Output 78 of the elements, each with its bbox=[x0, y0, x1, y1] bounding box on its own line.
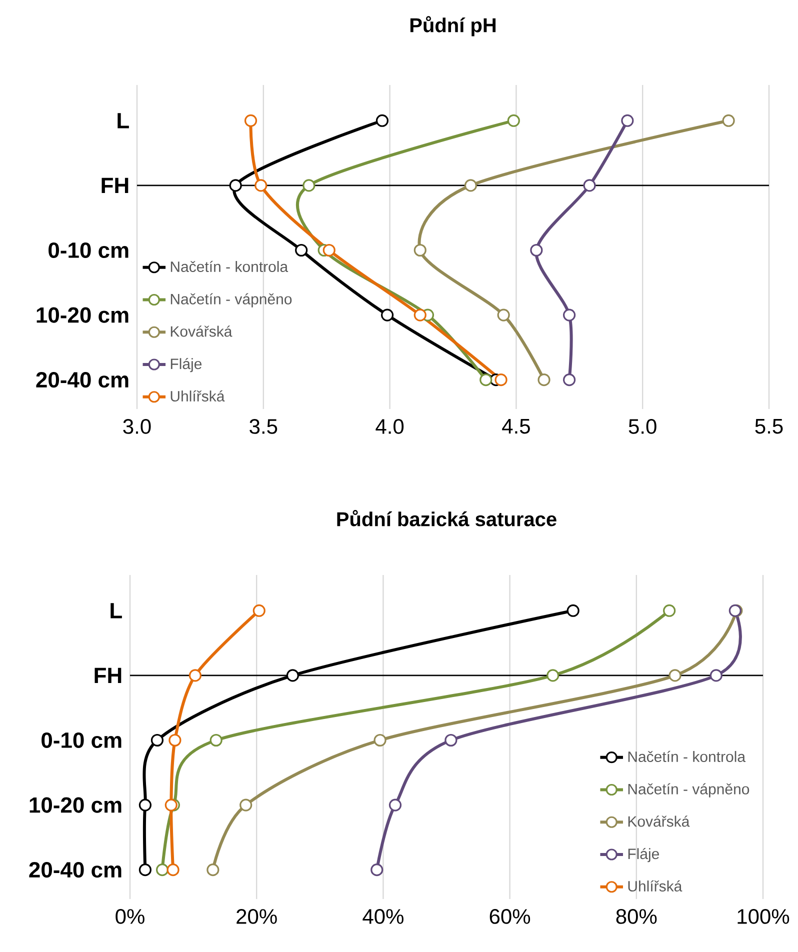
legend-label: Načetín - kontrola bbox=[170, 260, 288, 272]
point bbox=[166, 864, 180, 876]
point bbox=[168, 734, 182, 747]
y-tick-label: 10-20 cm bbox=[30, 797, 122, 813]
x-tick-label: 0% bbox=[116, 909, 144, 924]
point bbox=[710, 669, 722, 682]
x-tick-label: 4.0 bbox=[376, 419, 404, 434]
legend-label: Fláje bbox=[170, 358, 202, 372]
x-tick-label: 80% bbox=[616, 909, 657, 924]
y-tick-label: 0-10 cm bbox=[42, 732, 122, 748]
legend-label: Kovářská bbox=[628, 816, 690, 827]
legend-label: Načetín - vápněno bbox=[170, 293, 292, 308]
point bbox=[722, 114, 735, 127]
x-tick-label: 3.0 bbox=[123, 419, 151, 434]
y-tick-label: 20-40 cm bbox=[29, 862, 122, 878]
x-tick-label: 100% bbox=[738, 909, 790, 924]
y-tick-label: 20-40 cm bbox=[36, 372, 128, 388]
point bbox=[562, 374, 576, 386]
point bbox=[156, 864, 169, 876]
y-tick-label: L bbox=[110, 603, 122, 618]
point bbox=[376, 114, 389, 127]
point bbox=[480, 374, 492, 386]
point bbox=[663, 604, 676, 617]
y-tick-label: FH bbox=[102, 178, 128, 194]
legend-label: Načetín - kontrola bbox=[628, 750, 746, 762]
point bbox=[244, 114, 258, 127]
point bbox=[668, 669, 682, 682]
chart-title: Půdní bazická saturace bbox=[337, 510, 556, 526]
point bbox=[444, 734, 458, 747]
point bbox=[497, 308, 510, 322]
legend-label: Fláje bbox=[628, 848, 659, 862]
x-tick-label: 40% bbox=[362, 909, 404, 924]
point bbox=[138, 798, 152, 812]
point bbox=[210, 734, 222, 747]
point bbox=[621, 114, 634, 127]
legend-label: Kovářská bbox=[170, 326, 232, 337]
point bbox=[566, 604, 580, 617]
point bbox=[538, 374, 550, 386]
point bbox=[388, 798, 402, 812]
point bbox=[464, 179, 477, 192]
x-tick-label: 5.5 bbox=[755, 419, 783, 434]
point bbox=[414, 308, 426, 322]
point bbox=[206, 864, 220, 876]
point bbox=[240, 798, 252, 812]
x-tick-label: 20% bbox=[236, 909, 277, 924]
legend-label: Uhlířská bbox=[628, 880, 682, 892]
point bbox=[414, 244, 426, 257]
legend-label: Uhlířská bbox=[170, 390, 225, 402]
point bbox=[494, 374, 508, 386]
point bbox=[583, 179, 596, 192]
chart-title: Půdní pH bbox=[410, 16, 496, 36]
y-tick-label: 10-20 cm bbox=[36, 307, 128, 323]
y-tick-label: FH bbox=[94, 668, 122, 684]
y-tick-label: L bbox=[118, 113, 129, 128]
point bbox=[295, 244, 308, 257]
point bbox=[252, 604, 266, 617]
point bbox=[302, 179, 316, 192]
point bbox=[507, 114, 520, 127]
point bbox=[138, 864, 152, 876]
point bbox=[229, 179, 242, 192]
point bbox=[322, 244, 336, 257]
point bbox=[374, 734, 386, 747]
point bbox=[150, 734, 164, 747]
x-tick-label: 60% bbox=[490, 909, 530, 924]
point bbox=[530, 244, 543, 257]
x-tick-label: 3.5 bbox=[250, 419, 278, 434]
point bbox=[380, 308, 394, 322]
legend-label: Načetín - vápněno bbox=[628, 783, 750, 798]
point bbox=[286, 669, 299, 682]
point bbox=[546, 669, 560, 682]
x-tick-label: 4.5 bbox=[502, 419, 530, 434]
point bbox=[562, 308, 576, 322]
y-tick-label: 0-10 cm bbox=[48, 242, 128, 258]
point bbox=[164, 798, 178, 812]
point bbox=[254, 179, 268, 192]
x-tick-label: 5.0 bbox=[628, 419, 656, 434]
point bbox=[370, 864, 384, 876]
point bbox=[188, 669, 202, 682]
